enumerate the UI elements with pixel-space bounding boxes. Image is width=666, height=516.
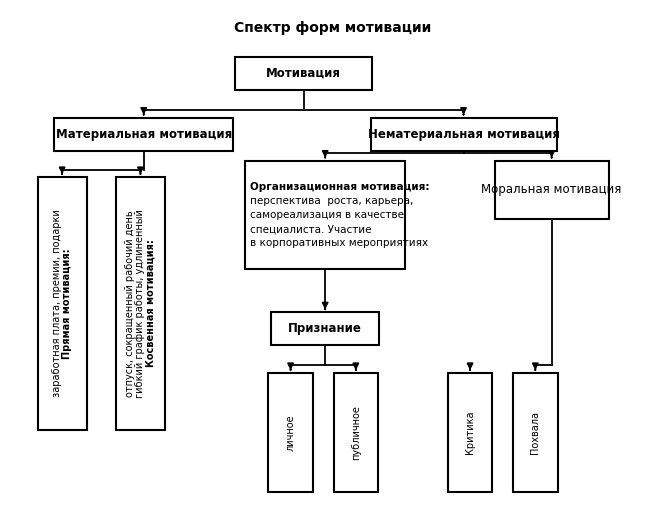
FancyBboxPatch shape [513,373,557,492]
Text: Косвенная мотивация:: Косвенная мотивация: [146,239,156,367]
Text: Моральная мотивация: Моральная мотивация [482,183,622,196]
FancyBboxPatch shape [235,57,372,90]
FancyBboxPatch shape [245,160,405,269]
FancyBboxPatch shape [116,177,165,430]
Text: Критика: Критика [465,411,475,454]
Text: в корпоративных мероприятиях: в корпоративных мероприятиях [250,238,428,248]
Text: личное: личное [286,414,296,451]
FancyBboxPatch shape [38,177,87,430]
FancyBboxPatch shape [448,373,492,492]
Text: заработная плата, премии, подарки: заработная плата, премии, подарки [52,209,62,397]
Text: Материальная мотивация: Материальная мотивация [55,127,232,140]
Text: Похвала: Похвала [530,411,540,454]
Text: Мотивация: Мотивация [266,67,341,80]
Text: гибкий график работы, удлиненный: гибкий график работы, удлиненный [135,209,145,398]
Text: специалиста. Участие: специалиста. Участие [250,224,372,234]
Text: Прямая мотивация:: Прямая мотивация: [63,248,73,359]
Text: отпуск, сокращенный рабочий день: отпуск, сокращенный рабочий день [125,210,135,397]
Text: Спектр форм мотивации: Спектр форм мотивации [234,21,432,35]
FancyBboxPatch shape [271,312,379,345]
Text: самореализация в качестве: самореализация в качестве [250,210,404,220]
Text: Признание: Признание [288,322,362,335]
FancyBboxPatch shape [54,118,234,151]
FancyBboxPatch shape [370,118,557,151]
Text: Организационная мотивация:: Организационная мотивация: [250,182,430,192]
FancyBboxPatch shape [334,373,378,492]
Text: перспектива  роста, карьера,: перспектива роста, карьера, [250,196,414,206]
Text: Нематериальная мотивация: Нематериальная мотивация [368,127,559,140]
Text: публичное: публичное [351,405,361,460]
FancyBboxPatch shape [268,373,313,492]
FancyBboxPatch shape [495,160,609,219]
